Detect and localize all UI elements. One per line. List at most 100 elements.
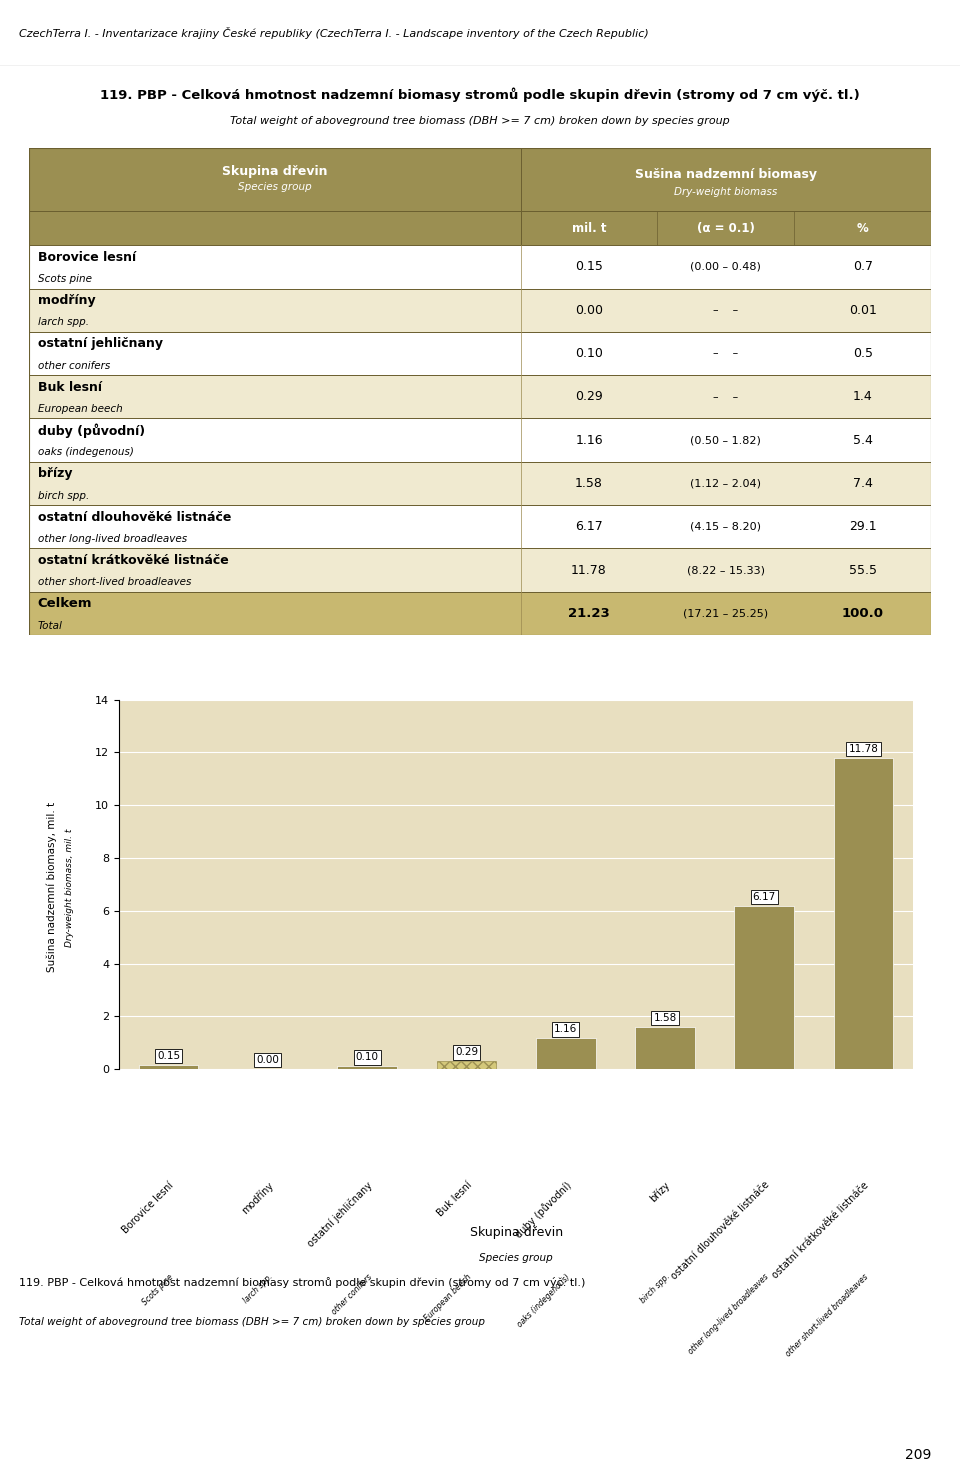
Text: Species group: Species group — [238, 182, 312, 192]
Text: Total: Total — [37, 620, 62, 631]
Text: Sušina nadzemní biomasy: Sušina nadzemní biomasy — [635, 168, 817, 182]
Text: modříny: modříny — [239, 1180, 276, 1216]
Text: (1.12 – 2.04): (1.12 – 2.04) — [690, 479, 761, 489]
Text: European beech: European beech — [422, 1272, 473, 1323]
Text: ostatní dlouhověké listnáče: ostatní dlouhověké listnáče — [37, 511, 231, 524]
Text: ostatní krátkověké listnáče: ostatní krátkověké listnáče — [37, 554, 228, 567]
Text: Total weight of aboveground tree biomass (DBH >= 7 cm) broken down by species gr: Total weight of aboveground tree biomass… — [19, 1317, 485, 1326]
Text: ostatní jehličnany: ostatní jehličnany — [37, 337, 163, 350]
Text: 0.29: 0.29 — [575, 390, 603, 403]
Text: modříny: modříny — [37, 294, 95, 307]
Text: 1.58: 1.58 — [575, 477, 603, 490]
Bar — [29, 148, 931, 211]
Text: ostatní jehličnany: ostatní jehličnany — [305, 1180, 374, 1250]
Bar — [536, 1038, 595, 1069]
Text: Scots pine: Scots pine — [37, 273, 92, 284]
Text: larch spp.: larch spp. — [37, 318, 89, 328]
Text: Sušina nadzemní biomasy, mil. t: Sušina nadzemní biomasy, mil. t — [46, 802, 57, 972]
Text: 100.0: 100.0 — [842, 607, 884, 620]
Text: mil. t: mil. t — [572, 222, 607, 235]
Text: Dry-weight biomass: Dry-weight biomass — [674, 186, 778, 196]
Text: (0.00 – 0.48): (0.00 – 0.48) — [690, 261, 761, 272]
Text: Buk lesní: Buk lesní — [37, 381, 102, 394]
Bar — [437, 1062, 496, 1069]
Text: Celkem: Celkem — [37, 597, 92, 610]
Text: břízy: břízy — [648, 1180, 672, 1204]
Text: 6.17: 6.17 — [575, 520, 603, 533]
Text: Borovice lesní: Borovice lesní — [121, 1180, 176, 1235]
Text: Skupina dřevin: Skupina dřevin — [222, 165, 327, 193]
Text: (4.15 – 8.20): (4.15 – 8.20) — [690, 521, 761, 532]
Bar — [29, 418, 931, 462]
Text: other conifers: other conifers — [37, 360, 110, 371]
Text: břízy: břízy — [37, 467, 72, 480]
Text: 119. PBP - Celková hmotnost nadzemní biomasy stromů podle skupin dřevin (stromy : 119. PBP - Celková hmotnost nadzemní bio… — [100, 87, 860, 102]
Text: 6.17: 6.17 — [753, 892, 776, 902]
Text: 7.4: 7.4 — [852, 477, 873, 490]
Bar — [29, 375, 931, 418]
Text: 21.23: 21.23 — [568, 607, 610, 620]
Text: birch spp.: birch spp. — [37, 490, 89, 501]
Text: 0.7: 0.7 — [852, 260, 873, 273]
Text: 0.00: 0.00 — [575, 304, 603, 316]
Text: other short-lived broadleaves: other short-lived broadleaves — [37, 578, 191, 588]
Text: 1.16: 1.16 — [575, 434, 603, 446]
Text: oaks (indegenous): oaks (indegenous) — [516, 1272, 572, 1328]
Text: 0.10: 0.10 — [356, 1053, 378, 1062]
Text: 1.16: 1.16 — [554, 1025, 577, 1034]
Text: Scots pine: Scots pine — [140, 1272, 175, 1307]
Text: birch spp.: birch spp. — [638, 1272, 671, 1306]
Text: 0.15: 0.15 — [157, 1052, 180, 1060]
Bar — [29, 288, 931, 332]
Text: other long-lived broadleaves: other long-lived broadleaves — [37, 533, 187, 544]
Text: –    –: – – — [713, 349, 738, 359]
Bar — [29, 592, 931, 635]
Text: (17.21 – 25.25): (17.21 – 25.25) — [684, 609, 768, 619]
Bar — [833, 758, 894, 1069]
Text: duby (původní): duby (původní) — [37, 424, 145, 437]
Bar — [734, 907, 794, 1069]
Text: oaks (indegenous): oaks (indegenous) — [37, 448, 133, 458]
Text: 5.4: 5.4 — [852, 434, 873, 446]
Text: 0.01: 0.01 — [849, 304, 876, 316]
Text: Total weight of aboveground tree biomass (DBH >= 7 cm) broken down by species gr: Total weight of aboveground tree biomass… — [230, 117, 730, 126]
Text: other short-lived broadleaves: other short-lived broadleaves — [783, 1272, 870, 1359]
Text: 11.78: 11.78 — [571, 564, 607, 576]
Bar — [29, 332, 931, 375]
Text: Species group: Species group — [479, 1252, 553, 1263]
Text: 119. PBP - Celková hmotnost nadzemní biomasy stromů podle skupin dřevin (stromy : 119. PBP - Celková hmotnost nadzemní bio… — [19, 1276, 586, 1288]
Text: –    –: – – — [713, 391, 738, 402]
Text: ostatní krátkověké listnáče: ostatní krátkověké listnáče — [770, 1180, 871, 1281]
Text: 1.58: 1.58 — [654, 1013, 677, 1024]
Text: 0.15: 0.15 — [575, 260, 603, 273]
Text: European beech: European beech — [37, 403, 123, 414]
Bar — [29, 548, 931, 592]
Text: Dry-weight biomass, mil. t: Dry-weight biomass, mil. t — [65, 829, 74, 947]
Text: Skupina dřevin: Skupina dřevin — [469, 1226, 563, 1239]
Text: 0.29: 0.29 — [455, 1047, 478, 1058]
Text: ostatní dlouhověké listnáče: ostatní dlouhověké listnáče — [669, 1180, 771, 1282]
Text: 0.00: 0.00 — [256, 1055, 279, 1065]
Text: 29.1: 29.1 — [849, 520, 876, 533]
Text: Borovice lesní: Borovice lesní — [37, 251, 136, 264]
Bar — [139, 1065, 199, 1069]
Text: 1.4: 1.4 — [852, 390, 873, 403]
Text: duby (původní): duby (původní) — [514, 1180, 573, 1241]
Bar — [636, 1028, 695, 1069]
Bar — [29, 211, 520, 245]
Text: 0.10: 0.10 — [575, 347, 603, 360]
Bar — [29, 505, 931, 548]
Text: %: % — [857, 222, 869, 235]
Text: 209: 209 — [905, 1447, 931, 1462]
Text: 55.5: 55.5 — [849, 564, 876, 576]
Text: 11.78: 11.78 — [849, 744, 878, 755]
Bar — [337, 1066, 397, 1069]
Text: other conifers: other conifers — [329, 1272, 373, 1316]
Text: (0.50 – 1.82): (0.50 – 1.82) — [690, 436, 761, 445]
Bar — [29, 245, 931, 288]
Text: CzechTerra I. - Inventarizace krajiny České republiky (CzechTerra I. - Landscape: CzechTerra I. - Inventarizace krajiny Če… — [19, 27, 649, 40]
Text: 0.5: 0.5 — [852, 347, 873, 360]
Text: larch spp.: larch spp. — [241, 1272, 275, 1306]
Bar — [29, 462, 931, 505]
Text: other long-lived broadleaves: other long-lived broadleaves — [686, 1272, 771, 1356]
